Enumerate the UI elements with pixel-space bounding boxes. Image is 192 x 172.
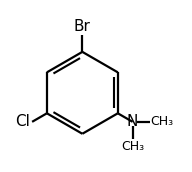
Text: N: N — [127, 114, 138, 129]
Text: Cl: Cl — [16, 114, 30, 129]
Text: Br: Br — [74, 19, 91, 34]
Text: CH₃: CH₃ — [121, 140, 144, 153]
Text: CH₃: CH₃ — [151, 115, 174, 128]
